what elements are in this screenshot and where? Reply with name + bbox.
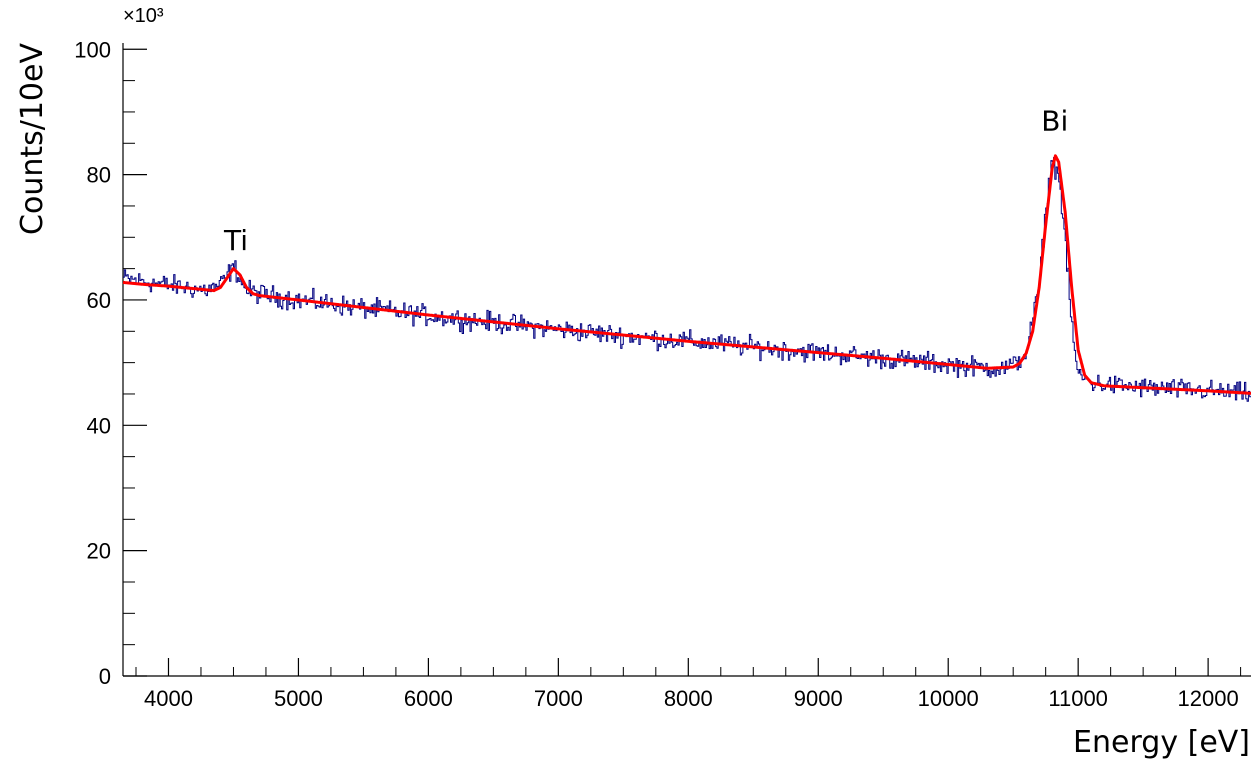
x-tick-label: 9000 (794, 686, 843, 711)
x-axis-title: Energy [eV] (1073, 725, 1250, 760)
y-ticks: 0 20 40 60 80 100 (74, 37, 147, 689)
y-axis: 0 20 40 60 80 100 (74, 37, 147, 689)
x-tick-label: 10000 (918, 686, 979, 711)
y-tick-label: 80 (87, 163, 111, 188)
peak-label-ti: Ti (223, 224, 248, 257)
peak-label-bi: Bi (1041, 105, 1068, 138)
annotation-layer: Ti Bi (223, 105, 1068, 257)
y-tick-label: 60 (87, 288, 111, 313)
x-axis: 4000 5000 6000 7000 8000 9000 10000 11000 12000 (123, 658, 1251, 711)
x-tick-label: 12000 (1178, 686, 1239, 711)
y-tick-label: 40 (87, 413, 111, 438)
x-tick-label: 5000 (274, 686, 323, 711)
x-tick-label: 6000 (404, 686, 453, 711)
y-tick-label: 20 (87, 539, 111, 564)
x-tick-label: 7000 (534, 686, 583, 711)
x-ticks: 4000 5000 6000 7000 8000 9000 10000 11000 12000 (135, 658, 1242, 711)
y-tick-label: 0 (99, 664, 111, 689)
series-layer (122, 154, 1252, 402)
y-axis-title: Counts/10eV (15, 43, 50, 235)
y-multiplier-label: ×10³ (123, 5, 164, 27)
x-tick-label: 11000 (1048, 686, 1108, 711)
x-tick-label: 8000 (664, 686, 713, 711)
x-tick-label: 4000 (144, 686, 193, 711)
fit-curve (122, 154, 1252, 395)
histogram-series (123, 157, 1251, 402)
y-tick-label: 100 (74, 37, 111, 62)
